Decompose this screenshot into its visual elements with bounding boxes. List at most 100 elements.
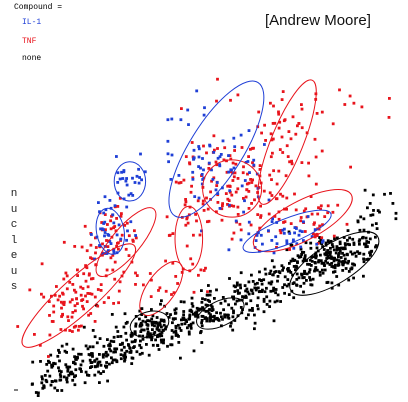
point-none bbox=[191, 304, 195, 308]
point-none bbox=[256, 286, 260, 290]
point-none bbox=[31, 360, 35, 364]
point-tnf bbox=[317, 206, 320, 210]
point-none bbox=[122, 325, 126, 329]
point-il1 bbox=[292, 246, 296, 250]
point-il1 bbox=[227, 203, 231, 207]
point-none bbox=[98, 381, 101, 384]
point-none bbox=[190, 302, 194, 305]
point-tnf bbox=[242, 165, 245, 169]
point-tnf bbox=[226, 184, 230, 188]
point-none bbox=[295, 264, 298, 268]
point-none bbox=[314, 261, 317, 265]
point-none bbox=[49, 353, 53, 357]
point-none bbox=[112, 350, 116, 354]
point-none bbox=[229, 324, 232, 328]
point-none bbox=[319, 238, 323, 242]
point-tnf bbox=[89, 243, 93, 247]
point-tnf bbox=[188, 161, 191, 165]
point-tnf bbox=[184, 223, 188, 227]
point-none bbox=[185, 320, 188, 323]
point-tnf bbox=[271, 122, 275, 125]
point-tnf bbox=[86, 285, 90, 289]
point-tnf bbox=[50, 294, 53, 298]
point-none bbox=[344, 243, 347, 247]
point-tnf bbox=[75, 297, 78, 301]
point-tnf bbox=[158, 286, 162, 290]
point-none bbox=[133, 330, 137, 334]
point-tnf bbox=[38, 343, 42, 347]
point-none bbox=[221, 317, 224, 321]
point-tnf bbox=[90, 292, 94, 296]
point-none bbox=[155, 316, 159, 319]
point-none bbox=[96, 364, 99, 368]
point-tnf bbox=[222, 158, 226, 162]
point-none bbox=[71, 347, 75, 351]
point-tnf bbox=[99, 289, 103, 292]
point-tnf bbox=[320, 236, 324, 240]
point-il1 bbox=[103, 220, 107, 224]
point-none bbox=[256, 281, 259, 285]
point-tnf bbox=[56, 298, 60, 302]
point-tnf bbox=[269, 155, 273, 159]
point-tnf bbox=[220, 218, 224, 222]
point-none bbox=[281, 286, 285, 289]
point-tnf bbox=[65, 287, 69, 291]
point-none bbox=[145, 323, 149, 326]
point-none bbox=[274, 288, 278, 291]
point-none bbox=[309, 278, 312, 282]
point-none bbox=[142, 328, 146, 332]
point-tnf bbox=[225, 170, 229, 174]
point-tnf bbox=[113, 260, 117, 264]
point-none bbox=[49, 383, 53, 387]
point-none bbox=[295, 278, 299, 281]
point-none bbox=[374, 235, 377, 239]
point-il1 bbox=[313, 228, 317, 231]
point-none bbox=[87, 374, 91, 377]
point-tnf bbox=[216, 201, 220, 204]
cluster-ellipse-tnf-5 bbox=[257, 79, 317, 205]
point-none bbox=[352, 243, 356, 246]
point-tnf bbox=[245, 182, 249, 186]
point-tnf bbox=[120, 233, 124, 237]
point-il1 bbox=[116, 191, 120, 195]
point-il1 bbox=[137, 181, 141, 185]
point-il1 bbox=[214, 188, 218, 192]
point-none bbox=[234, 285, 237, 289]
point-none bbox=[123, 359, 126, 363]
point-none bbox=[141, 337, 145, 341]
cluster-ellipse-tnf-6 bbox=[252, 189, 353, 253]
point-none bbox=[253, 286, 257, 290]
point-none bbox=[315, 268, 319, 272]
point-tnf bbox=[300, 107, 304, 111]
point-none bbox=[148, 319, 152, 323]
point-il1 bbox=[295, 227, 298, 230]
point-none bbox=[114, 350, 117, 354]
point-tnf bbox=[275, 182, 279, 186]
point-none bbox=[238, 291, 241, 295]
point-none bbox=[79, 352, 83, 356]
point-il1 bbox=[127, 193, 131, 197]
point-none bbox=[254, 288, 258, 292]
point-none bbox=[110, 361, 114, 365]
point-il1 bbox=[133, 181, 137, 184]
point-il1 bbox=[227, 248, 231, 252]
point-none bbox=[149, 332, 152, 336]
point-tnf bbox=[118, 280, 122, 284]
point-none bbox=[246, 290, 250, 294]
point-none bbox=[82, 325, 86, 329]
point-none bbox=[286, 278, 290, 281]
point-tnf bbox=[313, 235, 317, 239]
point-il1 bbox=[252, 158, 256, 162]
point-none bbox=[88, 345, 92, 349]
point-none bbox=[244, 296, 248, 299]
point-il1 bbox=[102, 211, 106, 215]
point-il1 bbox=[315, 242, 319, 246]
point-none bbox=[138, 317, 141, 321]
point-il1 bbox=[243, 179, 247, 182]
point-none bbox=[243, 284, 247, 287]
cluster-ellipse-none-13 bbox=[196, 297, 245, 330]
point-tnf bbox=[300, 161, 304, 164]
point-tnf bbox=[195, 219, 198, 223]
point-none bbox=[299, 255, 303, 259]
point-none bbox=[346, 238, 349, 242]
